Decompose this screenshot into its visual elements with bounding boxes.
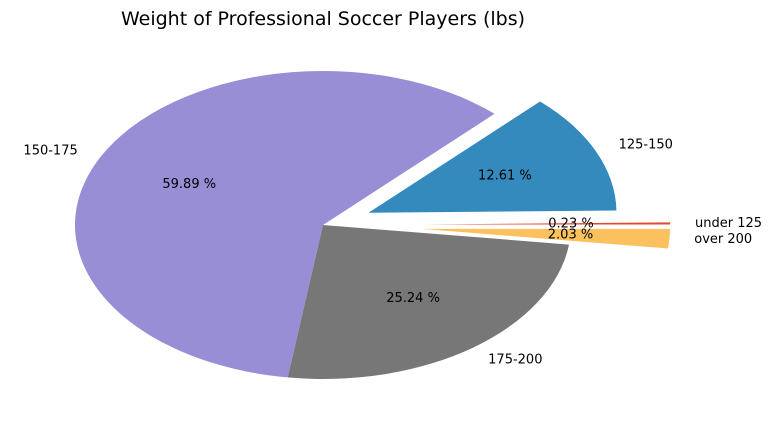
slice-label-175-200: 175-200 [488,352,542,367]
slice-125-150 [368,101,617,213]
pie-slices [75,71,671,379]
slice-label-150-175: 150-175 [23,143,77,158]
slice-pct-label-125-150: 12.61 % [478,168,532,183]
pie-labels: under 125 0.23 % 125-150 12.61 % 150-175 59.8… [23,138,762,368]
slice-over-200 [421,228,670,249]
chart-title: Weight of Professional Soccer Players (l… [121,8,525,30]
slice-pct-label-150-175: 59.89 % [162,177,216,192]
slice-pct-label-over-200: 2.03 % [548,227,593,242]
slice-150-175 [75,71,495,378]
slice-175-200 [287,225,569,379]
slice-label-over-200: over 200 [694,232,752,247]
slice-label-125-150: 125-150 [619,138,673,153]
slice-under-125 [422,222,671,225]
slice-pct-label-under-125: 0.23 % [548,216,593,231]
slice-label-under-125: under 125 [695,216,762,231]
slice-pct-label-175-200: 25.24 % [386,291,440,306]
